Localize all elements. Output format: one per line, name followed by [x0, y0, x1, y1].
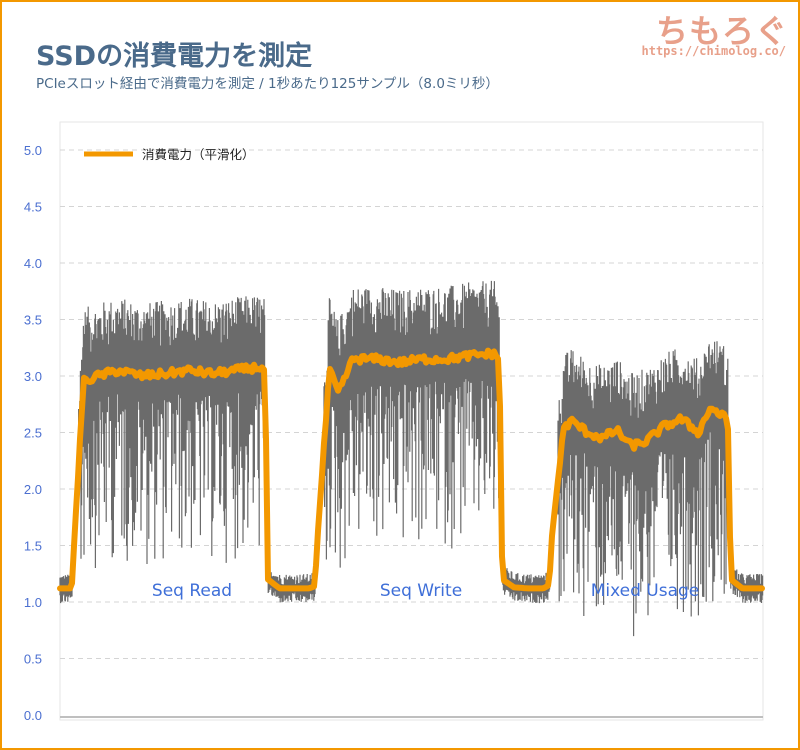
y-tick-label: 3.0	[24, 369, 42, 384]
y-tick-label: 2.0	[24, 482, 42, 497]
phase-labels: Seq Read Seq Write Mixed Usage	[152, 581, 699, 601]
phase-label: Seq Read	[152, 581, 232, 601]
brand-url: https://chimolog.co/	[641, 44, 787, 58]
legend: 消費電力（平滑化）	[84, 147, 255, 162]
y-tick-label: 0.5	[24, 652, 42, 667]
y-tick-label: 5.0	[24, 143, 42, 158]
smoothed-series-line	[57, 347, 765, 592]
y-axis-ticks: 0.0 0.5 1.0 1.5 2.0 2.5 3.0 3.5 4.0 4.5 5.0	[24, 143, 42, 723]
page-title: SSDの消費電力を測定	[36, 41, 313, 72]
y-tick-label: 0.0	[24, 708, 42, 723]
phase-label: Seq Write	[380, 581, 462, 601]
page-subtitle: PCIeスロット経由で消費電力を測定 / 1秒あたり125サンプル（8.0ミリ秒…	[36, 76, 499, 92]
y-tick-label: 4.5	[24, 200, 42, 215]
legend-entry: 消費電力（平滑化）	[142, 147, 255, 162]
y-tick-label: 2.5	[24, 426, 42, 441]
y-tick-label: 1.5	[24, 539, 42, 554]
y-tick-label: 3.5	[24, 313, 42, 328]
brand-logo: ちもろぐ	[655, 12, 788, 50]
y-tick-label: 4.0	[24, 256, 42, 271]
phase-label: Mixed Usage	[591, 581, 700, 601]
y-tick-label: 1.0	[24, 595, 42, 610]
